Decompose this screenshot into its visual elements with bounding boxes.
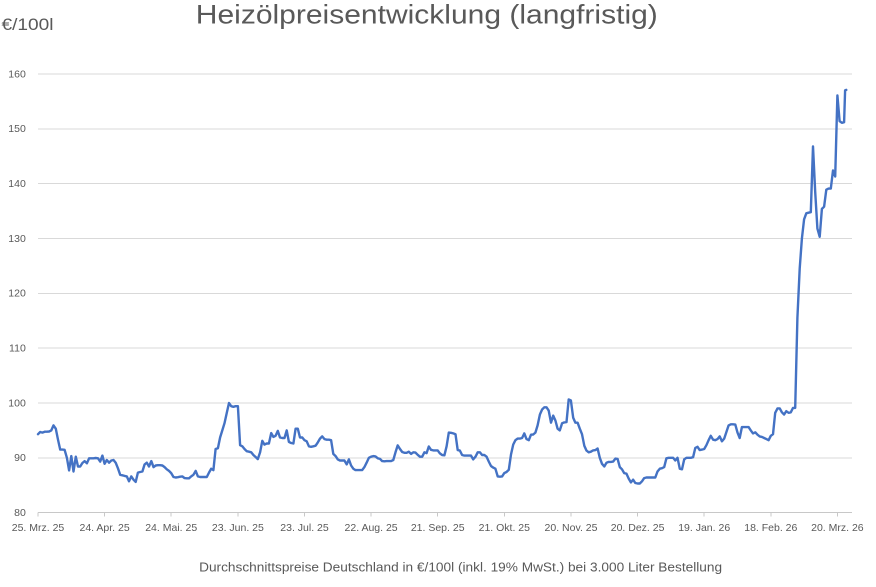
svg-text:100: 100 [8,397,26,409]
svg-text:25. Mrz. 25: 25. Mrz. 25 [12,522,65,534]
svg-text:160: 160 [8,68,26,80]
svg-text:24. Apr. 25: 24. Apr. 25 [79,522,129,534]
svg-text:€/100l: €/100l [2,16,54,34]
svg-text:140: 140 [8,178,26,190]
svg-text:80: 80 [14,507,26,519]
svg-text:130: 130 [8,233,26,245]
svg-text:19. Jan. 26: 19. Jan. 26 [678,522,730,534]
svg-text:21. Sep. 25: 21. Sep. 25 [411,522,465,534]
svg-text:20. Dez. 25: 20. Dez. 25 [611,522,665,534]
svg-text:23. Jun. 25: 23. Jun. 25 [212,522,264,534]
svg-text:22. Aug. 25: 22. Aug. 25 [345,522,398,534]
svg-text:150: 150 [8,123,26,135]
svg-text:21. Okt. 25: 21. Okt. 25 [479,522,531,534]
svg-text:110: 110 [9,343,26,355]
svg-text:Heizölpreisentwicklung (langfr: Heizölpreisentwicklung (langfristig) [196,0,658,29]
svg-text:18. Feb. 26: 18. Feb. 26 [744,522,797,534]
svg-text:23. Jul. 25: 23. Jul. 25 [280,522,329,534]
svg-text:24. Mai. 25: 24. Mai. 25 [145,522,197,534]
svg-text:20. Nov. 25: 20. Nov. 25 [545,522,598,534]
svg-text:Durchschnittspreise Deutschlan: Durchschnittspreise Deutschland in €/100… [199,560,722,575]
svg-text:20. Mrz. 26: 20. Mrz. 26 [811,522,864,534]
svg-text:120: 120 [8,288,26,300]
svg-text:90: 90 [14,452,26,464]
